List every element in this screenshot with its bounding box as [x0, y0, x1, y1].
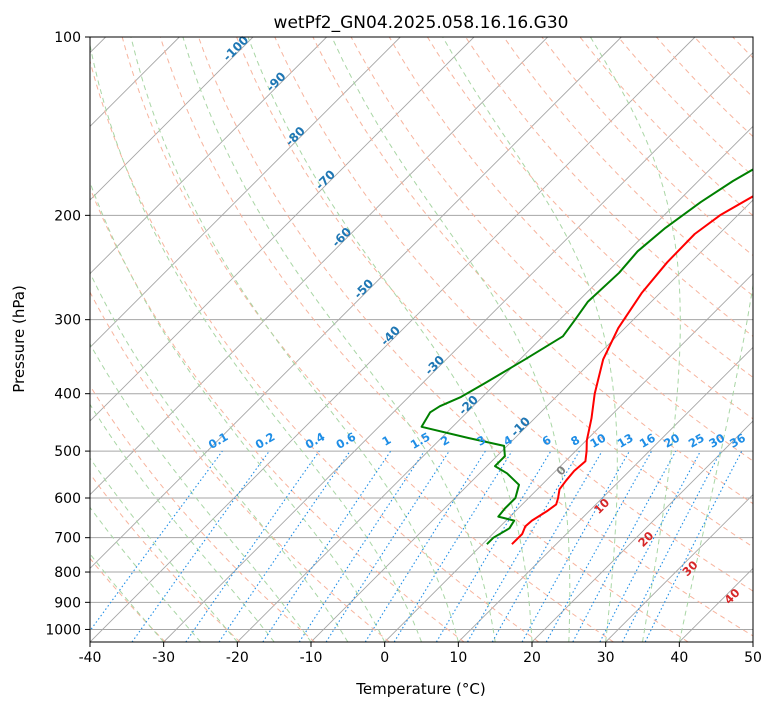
- mixing-ratio-line: [393, 450, 513, 642]
- moist-adiabat-line: [589, 37, 681, 642]
- dry-adiabat-line: [90, 384, 316, 642]
- mixing-ratio-label: 30: [706, 431, 727, 451]
- mixing-ratio-label: 10: [587, 431, 608, 451]
- isotherm-line: [163, 52, 753, 642]
- moist-adiabat-line: [331, 37, 571, 642]
- moist-adiabat-line: [247, 37, 533, 642]
- mixing-ratio-line: [521, 450, 630, 642]
- y-tick-label: 900: [54, 595, 81, 611]
- moist-adiabat-line: [90, 181, 386, 642]
- isotherm-line: [605, 494, 753, 642]
- mixing-ratio-label: 36: [727, 431, 748, 451]
- x-tick-label: 40: [670, 650, 688, 666]
- y-axis-label: Pressure (hPa): [10, 285, 28, 393]
- moist-adiabat-line: [90, 342, 312, 642]
- dry-adiabat-line: [198, 37, 753, 637]
- isotherm-line: [90, 37, 622, 569]
- y-tick-label: 100: [54, 30, 81, 46]
- dry-adiabat-line: [90, 59, 540, 642]
- y-tick-label: 1000: [45, 622, 81, 638]
- y-tick-label: 800: [54, 565, 81, 581]
- moist-adiabat-line: [90, 553, 165, 642]
- dry-adiabat-line: [90, 186, 465, 642]
- y-tick-label: 500: [54, 444, 81, 460]
- mixing-ratio-line: [491, 450, 603, 642]
- moist-adiabat-line: [90, 457, 238, 642]
- moist-adiabat-line: [90, 42, 422, 642]
- chart-title: wetPf2_GN04.2025.058.16.16.G30: [274, 13, 569, 33]
- mixing-ratio-line: [572, 450, 677, 642]
- temperature-profile-line: [511, 195, 753, 545]
- dewpoint-profile-line: [420, 168, 753, 545]
- mixing-ratio-line: [325, 450, 450, 642]
- mixing-ratio-line: [131, 450, 270, 642]
- isotherm-line: [90, 37, 475, 422]
- isotherm-line: [90, 37, 401, 348]
- moist-adiabat-line: [90, 506, 201, 642]
- mixing-ratio-label: 13: [615, 431, 636, 451]
- mixing-ratio-line: [435, 450, 552, 642]
- dry-adiabat-line: [90, 291, 390, 642]
- isotherm-line: [384, 273, 753, 642]
- plot-frame: [89, 36, 754, 643]
- x-tick-label: -20: [226, 650, 249, 666]
- moist-adiabat-line: [90, 403, 275, 642]
- moist-adiabat-line: [442, 37, 618, 642]
- y-tick-label: 700: [54, 531, 81, 547]
- moist-adiabat-line: [90, 271, 349, 642]
- dry-adiabat-line: [350, 37, 753, 462]
- isotherm-line: [90, 37, 548, 496]
- isotherm-line: [90, 37, 254, 201]
- x-tick-label: 20: [523, 650, 541, 666]
- moist-adiabat-line: [182, 37, 496, 642]
- x-axis-label: Temperature (°C): [355, 680, 485, 698]
- y-tick-label: 300: [54, 313, 81, 329]
- moist-adiabat-line: [130, 37, 459, 642]
- mixing-ratio-line: [545, 450, 653, 642]
- x-tick-label: -10: [300, 650, 323, 666]
- dry-adiabat-line: [312, 37, 753, 505]
- mixing-ratio-line: [364, 450, 486, 642]
- mixing-ratio-label: 25: [686, 431, 707, 451]
- isotherm-line: [237, 125, 753, 642]
- y-tick-label: 400: [54, 387, 81, 403]
- x-tick-label: -30: [152, 650, 175, 666]
- mixing-ratio-line: [218, 450, 351, 642]
- x-tick-label: 30: [597, 650, 615, 666]
- x-tick-label: 50: [744, 650, 762, 666]
- dry-adiabat-line: [90, 472, 241, 642]
- y-tick-label: 600: [54, 491, 81, 507]
- isotherm-line: [531, 420, 753, 642]
- mixing-ratio-line: [467, 450, 580, 642]
- dry-adiabat-line: [159, 37, 689, 642]
- isotherm-line: [458, 346, 753, 642]
- y-tick-label: 200: [54, 208, 81, 224]
- dry-adiabat-line: [236, 37, 753, 592]
- mixing-ratio-line: [185, 450, 320, 642]
- x-tick-label: -40: [79, 650, 102, 666]
- x-tick-label: 0: [380, 650, 389, 666]
- x-tick-label: 10: [449, 650, 467, 666]
- mixing-ratio-line: [90, 450, 223, 632]
- isotherm-line: [90, 37, 327, 275]
- mixing-ratio-label: 20: [661, 431, 682, 451]
- mixing-ratio-label: 16: [637, 431, 658, 451]
